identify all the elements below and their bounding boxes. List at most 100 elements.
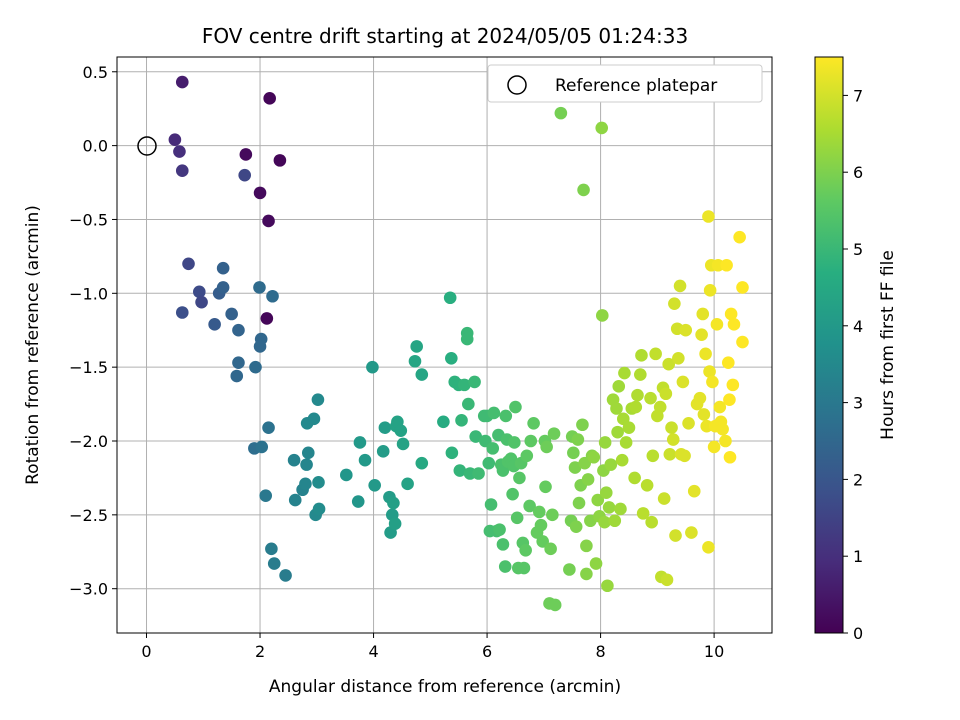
data-point	[482, 456, 496, 470]
data-point	[307, 412, 321, 426]
y-tick-label: −2.5	[69, 506, 108, 525]
data-point	[640, 479, 654, 492]
data-point	[615, 453, 629, 467]
data-point	[567, 446, 580, 460]
data-point	[260, 312, 274, 325]
data-point	[665, 421, 678, 435]
data-point	[517, 561, 531, 575]
data-point	[576, 418, 589, 432]
data-point	[279, 569, 292, 582]
colorbar-tick-label: 7	[853, 86, 863, 105]
data-point	[287, 453, 301, 467]
chart-title: FOV centre drift starting at 2024/05/05 …	[202, 24, 688, 48]
data-point	[216, 261, 230, 275]
data-point	[401, 477, 414, 491]
data-point	[484, 498, 498, 511]
data-point	[685, 526, 698, 539]
data-point	[736, 335, 749, 349]
data-point	[340, 468, 353, 482]
data-point	[520, 449, 534, 463]
data-point	[569, 520, 583, 533]
data-point	[702, 210, 715, 223]
data-point	[673, 279, 687, 293]
data-point	[539, 480, 552, 494]
data-point	[716, 422, 729, 436]
data-point	[733, 230, 746, 244]
data-point	[312, 476, 325, 489]
data-point	[508, 436, 521, 449]
data-point	[193, 285, 206, 299]
data-point	[554, 106, 568, 120]
data-point	[498, 560, 512, 573]
data-point	[388, 517, 402, 531]
data-point	[519, 543, 532, 557]
y-tick-label: −0.5	[69, 210, 108, 229]
data-point	[300, 458, 313, 471]
data-point	[595, 121, 609, 135]
data-point	[487, 406, 501, 420]
y-tick-label: −1.5	[69, 358, 108, 377]
data-point	[238, 168, 252, 182]
data-point	[697, 408, 711, 421]
data-point	[408, 354, 422, 368]
data-point	[635, 349, 648, 362]
data-point	[443, 291, 457, 305]
data-point	[713, 400, 727, 414]
colorbar-tick-label: 5	[853, 240, 863, 259]
x-tick-label: 8	[595, 642, 605, 661]
y-tick-label: −1.0	[69, 284, 108, 303]
colorbar-label: Hours from first FF file	[878, 250, 898, 440]
data-point	[703, 365, 716, 378]
data-point	[387, 496, 400, 510]
data-point	[232, 356, 245, 370]
data-point	[577, 183, 590, 197]
data-point	[659, 387, 673, 401]
data-point	[376, 445, 390, 458]
data-point	[631, 388, 644, 402]
data-point	[415, 368, 429, 381]
data-point	[614, 502, 627, 516]
data-point	[547, 427, 561, 440]
data-point	[499, 409, 513, 423]
data-point	[301, 446, 315, 460]
data-point	[534, 518, 548, 532]
data-point	[368, 479, 381, 492]
data-point	[587, 450, 601, 464]
data-point	[312, 502, 326, 516]
data-point	[702, 541, 715, 554]
data-point	[608, 514, 622, 528]
data-point	[611, 425, 624, 439]
data-point	[589, 557, 603, 570]
x-axis-label: Angular distance from reference (arcmin)	[269, 677, 621, 697]
data-point	[660, 573, 674, 587]
data-point	[723, 450, 737, 464]
y-tick-label: −2.0	[69, 432, 108, 451]
data-point	[727, 318, 741, 331]
data-point	[726, 378, 740, 392]
x-tick-label: 6	[482, 642, 492, 661]
data-point	[273, 154, 287, 167]
data-point	[695, 328, 708, 341]
data-point	[378, 421, 392, 435]
data-point	[182, 257, 195, 271]
colorbar-tick-label: 1	[853, 547, 863, 566]
data-points	[168, 75, 749, 612]
data-point	[288, 493, 302, 507]
plot-frame	[116, 56, 773, 634]
data-point	[455, 414, 468, 427]
plot-area	[117, 57, 772, 633]
data-point	[612, 380, 626, 393]
data-point	[602, 501, 616, 514]
data-point	[437, 415, 450, 429]
y-tick-label: −3.0	[69, 580, 108, 599]
legend: Reference platepar	[487, 64, 763, 103]
data-point	[527, 416, 540, 430]
data-point	[696, 307, 710, 321]
data-point	[676, 375, 690, 389]
data-point	[629, 400, 643, 414]
data-point	[723, 393, 736, 406]
data-point	[544, 542, 557, 556]
data-point	[445, 446, 459, 460]
data-point	[610, 402, 623, 415]
